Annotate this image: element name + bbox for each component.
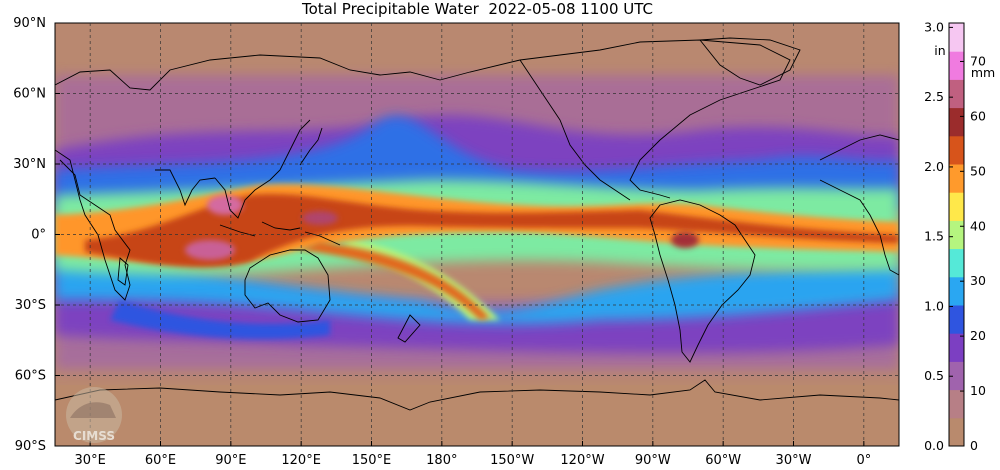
- lat-label: 90°N: [13, 16, 46, 31]
- colorbar-in-label: 0.5: [924, 368, 944, 383]
- colorbar-mm-label: 0: [970, 438, 978, 453]
- lon-label: 60°W: [705, 453, 741, 468]
- colorbar-swatch: [949, 333, 964, 362]
- colorbar-in-label: 1.5: [924, 229, 944, 244]
- colorbar-mm-label: 20: [970, 328, 986, 343]
- lon-label: 150°W: [490, 453, 534, 468]
- lon-label: 120°W: [560, 453, 604, 468]
- colorbar-swatches: [949, 23, 964, 447]
- lat-label: 30°N: [13, 157, 46, 172]
- lat-label: 90°S: [15, 439, 46, 454]
- colorbar-units-mm: mm: [971, 65, 995, 80]
- colorbar-in-label: 3.0: [924, 19, 944, 34]
- tpw-map: [55, 23, 899, 446]
- colorbar-inch-ticks: 3.0 2.5 2.0 1.5 1.0 0.5 0.0: [924, 19, 953, 453]
- lon-label: 90°E: [215, 453, 246, 468]
- lon-label: 0°: [856, 453, 871, 468]
- colorbar-mm-label: 10: [970, 383, 986, 398]
- cimss-logo-text: CIMSS: [73, 429, 115, 443]
- colorbar-mm-label: 50: [970, 163, 986, 178]
- colorbar-swatch: [949, 389, 964, 419]
- colorbar-in-label: 2.5: [924, 89, 944, 104]
- lon-label: 150°E: [352, 453, 392, 468]
- lat-label: 60°S: [15, 369, 46, 384]
- latitude-labels: 90°N 60°N 30°N 0° 30°S 60°S 90°S: [13, 16, 60, 454]
- colorbar-swatch: [949, 79, 964, 109]
- colorbar-in-label: 1.0: [924, 298, 944, 313]
- lon-label: 60°E: [145, 453, 176, 468]
- graticule: [55, 23, 899, 446]
- colorbar-in-label: 0.0: [924, 438, 944, 453]
- colorbar-swatch: [949, 305, 964, 334]
- lat-label: 30°S: [15, 298, 46, 313]
- lon-label: 120°E: [281, 453, 321, 468]
- colorbar-units-in: in: [934, 43, 945, 58]
- colorbar-swatch: [949, 135, 964, 165]
- lon-label: 30°E: [75, 453, 106, 468]
- colorbar-mm-ticks: 70 60 50 40 30 20 10 0: [960, 53, 986, 453]
- colorbar-swatch: [949, 417, 964, 447]
- colorbar-swatch: [949, 107, 964, 137]
- colorbar-swatch: [949, 248, 964, 278]
- colorbar-swatch: [949, 276, 964, 306]
- lat-label: 0°: [31, 228, 46, 243]
- map-title: Total Precipitable Water 2022-05-08 1100…: [301, 0, 653, 18]
- colorbar-mm-label: 60: [970, 108, 986, 123]
- colorbar-mm-label: 70: [970, 53, 986, 68]
- coastlines: [55, 37, 899, 411]
- colorbar-mm-label: 30: [970, 273, 986, 288]
- lon-label: 180°: [426, 453, 457, 468]
- lon-label: 90°W: [635, 453, 671, 468]
- colorbar-in-label: 2.0: [924, 159, 944, 174]
- colorbar-swatch: [949, 23, 964, 52]
- lon-label: 30°W: [776, 453, 812, 468]
- colorbar-swatch: [949, 220, 964, 250]
- cimss-logo: CIMSS: [66, 387, 122, 443]
- colorbar: 3.0 2.5 2.0 1.5 1.0 0.5 0.0 70 60 50 40 30 20 10 0 in…: [924, 19, 995, 453]
- colorbar-swatch: [949, 361, 964, 391]
- colorbar-swatch: [949, 192, 964, 221]
- lat-label: 60°N: [13, 87, 46, 102]
- colorbar-mm-label: 40: [970, 218, 986, 233]
- colorbar-swatch: [949, 51, 964, 80]
- colorbar-swatch: [949, 164, 964, 193]
- longitude-labels: 30°E 60°E 90°E 120°E 150°E 180° 150°W 120°W 90°W…: [75, 441, 871, 468]
